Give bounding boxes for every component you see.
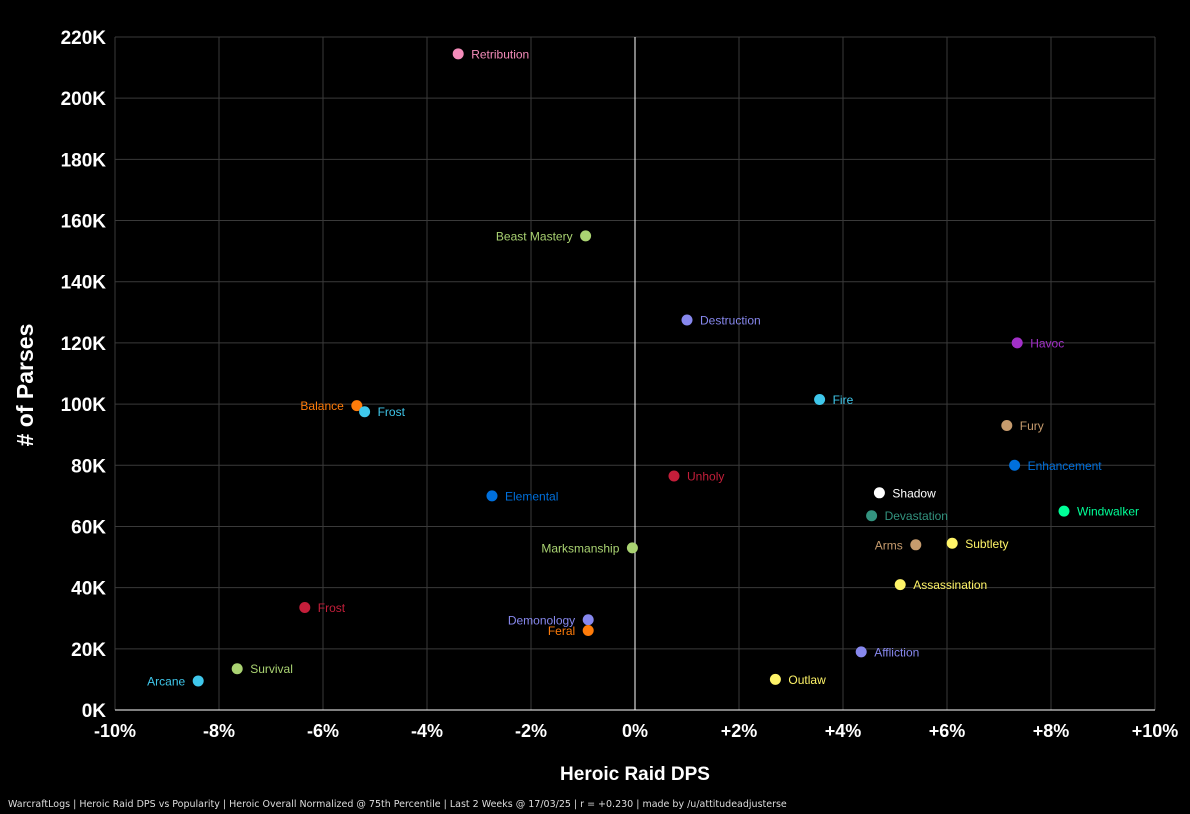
point-label: Assassination: [913, 578, 987, 592]
point-label: Affliction: [874, 645, 919, 659]
scatter-point: [626, 542, 638, 554]
point-label: Devastation: [885, 509, 948, 523]
y-tick-label: 60K: [71, 517, 106, 538]
scatter-point: [946, 537, 958, 549]
y-tick-label: 120K: [61, 334, 107, 355]
point-labels: Retribution Beast Mastery Destruction Havoc…: [147, 47, 1139, 688]
y-tick-label: 40K: [71, 579, 106, 600]
point-label: Frost: [378, 405, 406, 419]
point-label: Destruction: [700, 313, 761, 327]
scatter-point: [814, 394, 826, 406]
y-tick-label: 0K: [82, 701, 107, 722]
point-label: Fire: [833, 393, 854, 407]
y-tick-label: 100K: [61, 395, 107, 416]
scatter-point: [894, 579, 906, 591]
scatter-point: [681, 314, 693, 326]
y-axis-label: # of Parses: [12, 324, 38, 447]
point-label: Havoc: [1030, 336, 1064, 350]
y-tick-label: 220K: [61, 28, 107, 49]
scatter-point: [192, 675, 204, 687]
scatter-point: [582, 624, 594, 636]
scatter-point: [873, 487, 885, 499]
data-points: [192, 48, 1070, 687]
scatter-point: [769, 673, 781, 685]
x-tick-label: -8%: [203, 721, 235, 741]
point-label: Marksmanship: [541, 541, 619, 555]
x-tick-label: 0%: [622, 721, 648, 741]
point-label: Unholy: [687, 469, 724, 483]
x-tick-label: -6%: [307, 721, 339, 741]
scatter-point: [1011, 337, 1023, 349]
x-tick-label: +10%: [1132, 721, 1179, 741]
point-label: Subtlety: [965, 537, 1008, 551]
scatter-point: [1001, 420, 1013, 432]
y-tick-label: 200K: [61, 89, 107, 110]
x-tick-label: +6%: [929, 721, 966, 741]
point-label: Beast Mastery: [496, 229, 573, 243]
point-label: Survival: [250, 662, 293, 676]
y-tick-label: 80K: [71, 456, 106, 477]
scatter-point: [351, 400, 363, 412]
scatter-point: [1009, 459, 1021, 471]
point-label: Arms: [875, 538, 903, 552]
scatter-point: [582, 614, 594, 626]
point-label: Balance: [300, 399, 344, 413]
scatter-point: [452, 48, 464, 60]
point-label: Shadow: [892, 486, 936, 500]
x-tick-label: +4%: [825, 721, 862, 741]
footer-caption: WarcraftLogs | Heroic Raid DPS vs Popula…: [8, 799, 787, 810]
point-label: Outlaw: [788, 673, 826, 687]
y-tick-labels: 0K 20K 40K 60K 80K 100K 120K 140K 160K 180K 200K 22…: [61, 28, 107, 722]
y-tick-label: 180K: [61, 150, 107, 171]
point-label: Feral: [548, 624, 575, 638]
y-tick-label: 20K: [71, 640, 106, 661]
point-label: Enhancement: [1028, 459, 1103, 473]
y-tick-label: 140K: [61, 273, 107, 294]
point-label: Windwalker: [1077, 505, 1139, 519]
scatter-point: [580, 230, 592, 242]
scatter-point: [299, 602, 311, 614]
scatter-point: [231, 663, 243, 675]
x-tick-label: -10%: [94, 721, 136, 741]
scatter-point: [855, 646, 867, 658]
x-tick-label: +2%: [721, 721, 758, 741]
scatter-point: [668, 470, 680, 482]
x-axis-label: Heroic Raid DPS: [560, 764, 710, 785]
point-label: Arcane: [147, 674, 185, 688]
x-tick-label: +8%: [1033, 721, 1070, 741]
x-tick-label: -4%: [411, 721, 443, 741]
point-label: Fury: [1020, 419, 1044, 433]
scatter-point: [910, 539, 922, 551]
scatter-point: [1058, 505, 1070, 517]
scatter-point: [486, 490, 498, 502]
y-tick-label: 160K: [61, 212, 107, 233]
point-label: Elemental: [505, 489, 558, 503]
x-tick-label: -2%: [515, 721, 547, 741]
scatter-point: [359, 406, 371, 418]
point-label: Demonology: [508, 613, 575, 627]
point-label: Frost: [318, 601, 346, 615]
zero-line: [115, 37, 1155, 711]
x-tick-labels: -10% -8% -6% -4% -2% 0% +2% +4% +6% +8% +10%: [94, 721, 1178, 741]
point-label: Retribution: [471, 47, 529, 61]
scatter-point: [866, 510, 878, 522]
